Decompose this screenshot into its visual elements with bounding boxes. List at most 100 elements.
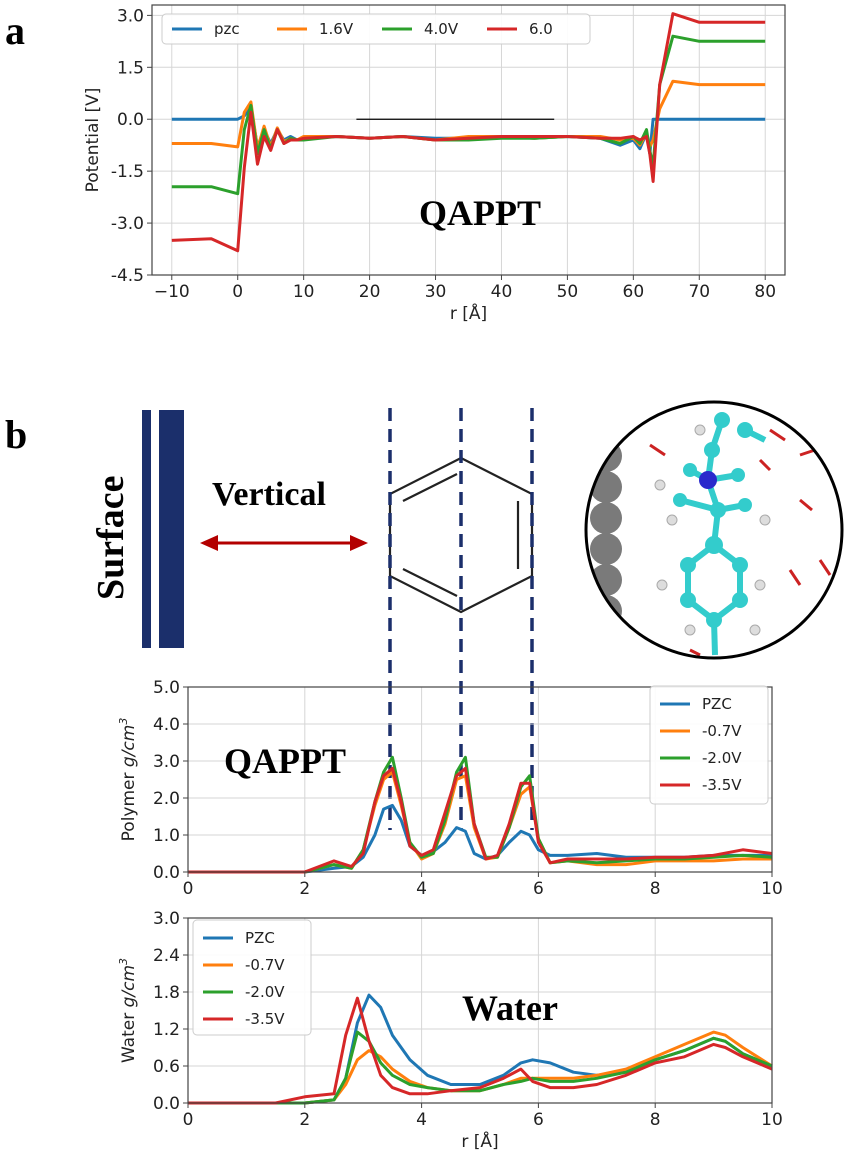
x-tick-label: 10: [761, 879, 783, 899]
legend: pzc 1.6V 4.0V 6.0: [161, 13, 591, 45]
x-tick-label: 8: [650, 1110, 661, 1130]
legend-label: -3.5V: [702, 776, 742, 794]
x-tick-label: 6: [533, 879, 544, 899]
y-tick-label: 3.0: [153, 752, 180, 772]
chart-annotation: Water: [462, 988, 558, 1028]
legend-label: -2.0V: [702, 749, 742, 767]
y-tick-label: -3.0: [111, 214, 144, 234]
y-tick-label: -1.5: [111, 162, 144, 182]
molecule-snapshot: [584, 400, 844, 660]
legend-label: 6.0: [529, 20, 553, 38]
x-tick-label: 30: [425, 282, 447, 302]
y-tick-label: 0.6: [153, 1057, 180, 1077]
y-axis-label: Polymer g/cm3: [117, 718, 139, 842]
vertical-label: Vertical: [212, 476, 326, 513]
snapshot-border: [584, 400, 844, 660]
x-tick-label: 2: [299, 879, 310, 899]
chart-annotation: QAPPT: [419, 193, 541, 233]
surface-bar-thick: [159, 410, 184, 648]
legend-label: pzc: [214, 20, 240, 38]
x-tick-label: 0: [232, 282, 243, 302]
legend-box: [192, 919, 312, 1036]
legend-label: -2.0V: [245, 983, 285, 1001]
x-tick-label: 80: [754, 282, 776, 302]
potential-chart: −10 0 10 20 30 40 50 60 70 80 -4.5 -3.0 -1.5 0.0 1.5 3.…: [83, 4, 786, 324]
legend: PZC -0.7V -2.0V -3.5V: [649, 685, 769, 805]
x-tick-label: 50: [557, 282, 579, 302]
y-tick-label: 2.0: [153, 789, 180, 809]
series-group: [188, 993, 773, 1105]
axes-frame: [151, 4, 786, 276]
legend-label: PZC: [702, 695, 732, 713]
x-tick-label: 60: [623, 282, 645, 302]
y-axis-label: Potential [V]: [83, 88, 103, 193]
series-line-2: [188, 1030, 773, 1105]
peak-guides: [388, 408, 534, 830]
arrow-head-right: [350, 535, 368, 551]
y-tick-label: 5.0: [153, 678, 180, 698]
legend-label: PZC: [245, 929, 275, 947]
surface-schematic: Surface: [90, 410, 184, 648]
legend: PZC -0.7V -2.0V -3.5V: [192, 919, 312, 1036]
y-tick-label: 0.0: [117, 110, 144, 130]
series-line-3: [171, 12, 766, 253]
y-tick-label: 1.5: [117, 58, 144, 78]
series-line-3: [188, 996, 773, 1105]
panel-b-label: b: [5, 412, 27, 457]
series-group: [188, 755, 773, 874]
x-tick-label: −10: [154, 282, 190, 302]
vertical-arrow: Vertical: [200, 476, 368, 551]
legend-label: -0.7V: [702, 722, 742, 740]
axes-frame: [187, 917, 773, 1104]
y-tick-label: 0.0: [153, 863, 180, 883]
x-tick-label: 8: [650, 879, 661, 899]
arrow-head-left: [200, 535, 218, 551]
water-molecules: [649, 428, 832, 657]
surface-label: Surface: [90, 475, 132, 600]
x-tick-label: 4: [416, 879, 427, 899]
axes-frame: [187, 686, 773, 873]
y-axis-label: Water g/cm3: [117, 958, 139, 1063]
x-tick-label: 70: [688, 282, 710, 302]
y-tick-label: 4.0: [153, 715, 180, 735]
y-tick-label: -4.5: [111, 266, 144, 286]
legend-box: [161, 13, 591, 45]
polymer-density-chart: 0 2 4 6 8 10 0.0 1.0 2.0 3.0 4.0 5.0 Polymer g/cm3 QA…: [117, 678, 783, 899]
x-tick-label: 0: [183, 879, 194, 899]
legend-label: -3.5V: [245, 1010, 285, 1028]
surface-bar-thin: [142, 410, 151, 648]
y-tick-label: 1.8: [153, 983, 180, 1003]
series-line-3: [188, 766, 773, 874]
x-tick-label: 0: [183, 1110, 194, 1130]
series-group: [171, 12, 766, 253]
y-tick-label: 3.0: [153, 909, 180, 929]
legend-label: -0.7V: [245, 956, 285, 974]
series-line-1: [188, 1030, 773, 1105]
legend-box: [649, 685, 769, 805]
x-axis-label: r [Å]: [450, 302, 487, 324]
legend-label: 4.0V: [424, 20, 459, 38]
chart-annotation: QAPPT: [224, 741, 346, 781]
x-tick-label: 10: [761, 1110, 783, 1130]
y-tick-label: 1.0: [153, 826, 180, 846]
x-axis-label: r [Å]: [461, 1130, 498, 1152]
x-tick-label: 6: [533, 1110, 544, 1130]
y-tick-label: 1.2: [153, 1020, 180, 1040]
water-density-chart: 0 2 4 6 8 10 0.0 0.6 1.2 1.8 2.4 3.0 r [Å] Water g/cm…: [117, 909, 783, 1152]
polymer-atoms: [654, 412, 771, 636]
series-line-0: [188, 803, 772, 874]
y-tick-label: 3.0: [117, 6, 144, 26]
y-tick-label: 2.4: [153, 946, 180, 966]
benzene-double-bond-3: [402, 568, 458, 597]
y-tick-label: 0.0: [153, 1094, 180, 1114]
x-tick-label: 40: [491, 282, 513, 302]
benzene-double-bond-1: [402, 473, 458, 502]
x-tick-label: 10: [293, 282, 315, 302]
panel-a-label: a: [5, 8, 25, 53]
x-tick-label: 4: [416, 1110, 427, 1130]
x-tick-label: 2: [299, 1110, 310, 1130]
x-tick-label: 20: [359, 282, 381, 302]
legend-label: 1.6V: [319, 20, 354, 38]
series-line-2: [171, 34, 766, 196]
